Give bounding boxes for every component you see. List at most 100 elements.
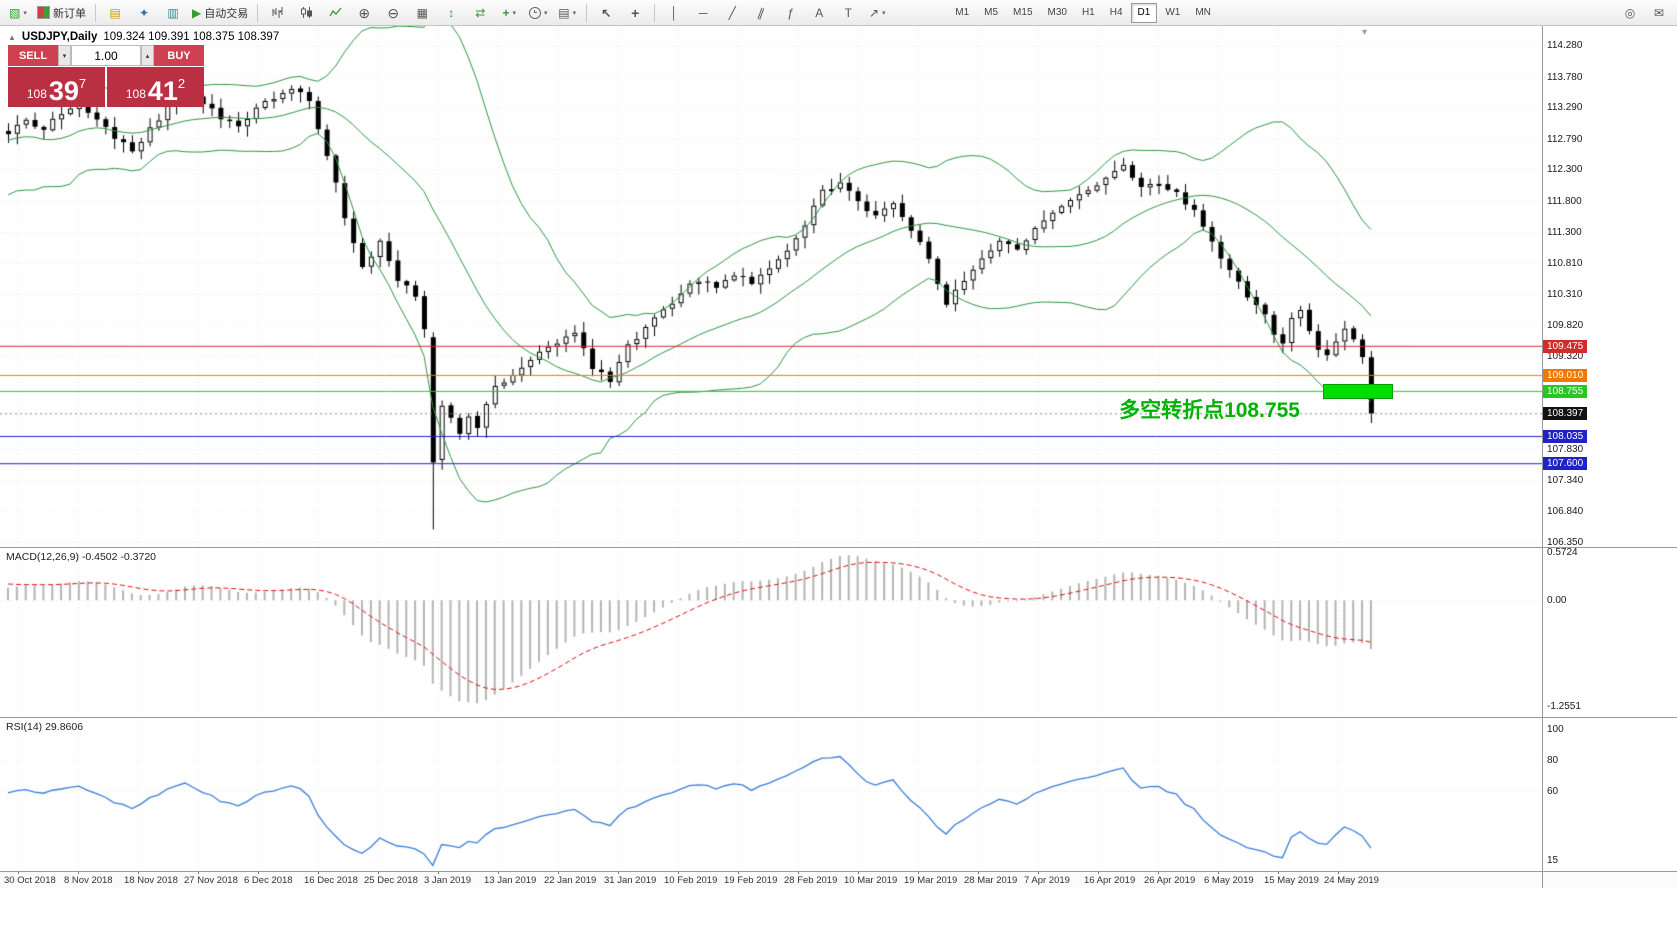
chat-icon: ✉ [1653,5,1665,20]
search-button[interactable]: ◎ [1616,2,1644,24]
price-axis-label: 106.350 [1547,536,1584,548]
zoom-out-button[interactable]: ⊖ [379,2,407,24]
time-axis-tick [1218,871,1219,874]
timeframe-button-M30[interactable]: M30 [1047,7,1067,18]
chevron-down-icon: ▾ [572,9,577,17]
bar-chart-button[interactable] [263,2,291,24]
label-tool-button[interactable]: T [834,2,862,24]
timeframe-button-M1[interactable]: M1 [955,7,970,18]
date-label: 18 Nov 2018 [124,875,178,886]
date-label: 6 May 2019 [1204,875,1254,886]
sell-button[interactable]: SELL [8,45,58,66]
date-label: 22 Jan 2019 [544,875,597,886]
vertical-line-button[interactable]: │ [660,2,688,24]
market-watch-button[interactable]: ▤ [101,2,129,24]
bid-price-button[interactable]: 108 39 7 [8,67,105,107]
price-axis-label: 106.840 [1547,506,1584,518]
arrange-windows-button[interactable]: ↕ [437,2,465,24]
volume-input[interactable] [71,45,141,66]
fibonacci-icon: ƒ [786,5,794,20]
time-axis-tick [798,871,799,874]
volume-down-stepper[interactable]: ▾ [58,45,71,66]
crosshair-icon: + [631,4,640,21]
text-tool-icon: A [815,5,824,20]
time-axis-tick [1338,871,1339,874]
zoom-in-button[interactable]: ⊕ [350,2,378,24]
timeframe-button-D1[interactable]: D1 [1130,2,1158,23]
rsi-scale-label: 80 [1547,754,1559,766]
text-tool-button[interactable]: A [805,2,833,24]
timeframe-button-H4[interactable]: H4 [1109,7,1123,18]
horizontal-line-button[interactable]: ─ [689,2,717,24]
timeframe-button-MN[interactable]: MN [1195,7,1211,18]
date-label: 19 Feb 2019 [724,875,778,886]
time-axis-tick [258,871,259,874]
time-axis-tick [858,871,859,874]
indicators-button[interactable]: + ▾ [495,2,523,24]
cursor-button[interactable]: ↖ [592,2,620,24]
periods-icon [528,6,541,19]
time-axis-tick [1158,871,1159,874]
date-label: 16 Apr 2019 [1084,875,1136,886]
ask-prefix: 108 [125,87,146,101]
timeframe-button-M5[interactable]: M5 [984,7,999,18]
macd-panel-separator[interactable] [0,547,1677,548]
new-chart-button[interactable]: ▧ ▾ [4,2,32,24]
tile-windows-button[interactable]: ▦ [408,2,436,24]
level-price-label: 109.475 [1543,339,1588,353]
price-axis-label: 110.310 [1547,289,1583,300]
navigator-icon: ✦ [138,5,150,20]
current-price-label: 108.397 [1543,407,1588,421]
arrows-tool-button[interactable]: ↗ ▾ [863,2,891,24]
main-chart-canvas[interactable] [0,26,1542,547]
pivot-annotation-text: 多空转折点108.755 [1119,399,1300,422]
level-price-label: 108.755 [1543,384,1588,398]
rsi-scale-label: 60 [1547,785,1559,797]
templates-button[interactable]: ▤ ▾ [553,2,581,24]
price-axis-label: 113.780 [1547,71,1583,83]
price-axis[interactable]: 114.280 113.780 113.290 112.790 112.300 111.8… [1542,0,1677,888]
auto-trading-button[interactable]: ▶ 自动交易 [188,2,252,24]
macd-scale-label: 0.5724 [1547,546,1578,558]
line-chart-button[interactable] [321,2,349,24]
volume-up-stepper[interactable]: ▴ [141,45,154,66]
main-toolbar: ▧ ▾ 新订单 ▤ ✦ ▥ ▶ 自动交易 ⊕ [0,0,1677,26]
market-watch-icon: ▤ [109,5,121,20]
candlestick-chart-button[interactable] [292,2,320,24]
buy-button[interactable]: BUY [154,45,204,66]
trendline-button[interactable]: ╱ [718,2,746,24]
timeframe-button-W1[interactable]: W1 [1165,7,1181,18]
time-axis-tick [1038,871,1039,874]
fibonacci-button[interactable]: ƒ [776,2,804,24]
crosshair-button[interactable]: + [621,2,649,24]
navigator-button[interactable]: ✦ [130,2,158,24]
arrange-windows-icon: ↕ [448,5,455,20]
channel-button[interactable]: ∥ [747,2,775,24]
new-chart-icon: ▧ [9,5,21,20]
one-click-trading-panel: SELL ▾ ▴ BUY 108 39 7 108 41 2 [8,45,204,107]
time-axis[interactable]: 30 Oct 2018 8 Nov 2018 18 Nov 2018 27 Nov 2… [0,871,1677,888]
macd-panel-canvas[interactable] [0,547,1542,717]
rsi-panel-separator[interactable] [0,717,1677,718]
new-order-button[interactable]: 新订单 [33,2,90,24]
timeframe-button-H1[interactable]: H1 [1081,7,1095,18]
time-axis-tick [438,871,439,874]
rsi-panel-canvas[interactable] [0,717,1542,871]
time-axis-tick [738,871,739,874]
toolbar-separator [586,3,588,22]
refresh-button[interactable]: ⇄ [466,2,494,24]
chart-shift-marker[interactable]: ▾ [1362,27,1368,38]
terminal-button[interactable]: ▥ [159,2,187,24]
chat-button[interactable]: ✉ [1645,2,1673,24]
date-label: 7 Apr 2019 [1024,875,1070,886]
ask-price-button[interactable]: 108 41 2 [107,67,204,107]
date-label: 25 Dec 2018 [364,875,418,886]
tile-windows-icon: ▦ [416,5,428,20]
date-label: 28 Feb 2019 [784,875,838,886]
periods-button[interactable]: ▾ [524,2,552,24]
macd-indicator-label: MACD(12,26,9) -0.4502 -0.3720 [6,551,156,563]
timeframe-button-M15[interactable]: M15 [1013,7,1033,18]
collapse-icon[interactable]: ▲ [8,32,16,42]
time-axis-tick [678,871,679,874]
auto-trading-icon: ▶ [192,5,202,20]
